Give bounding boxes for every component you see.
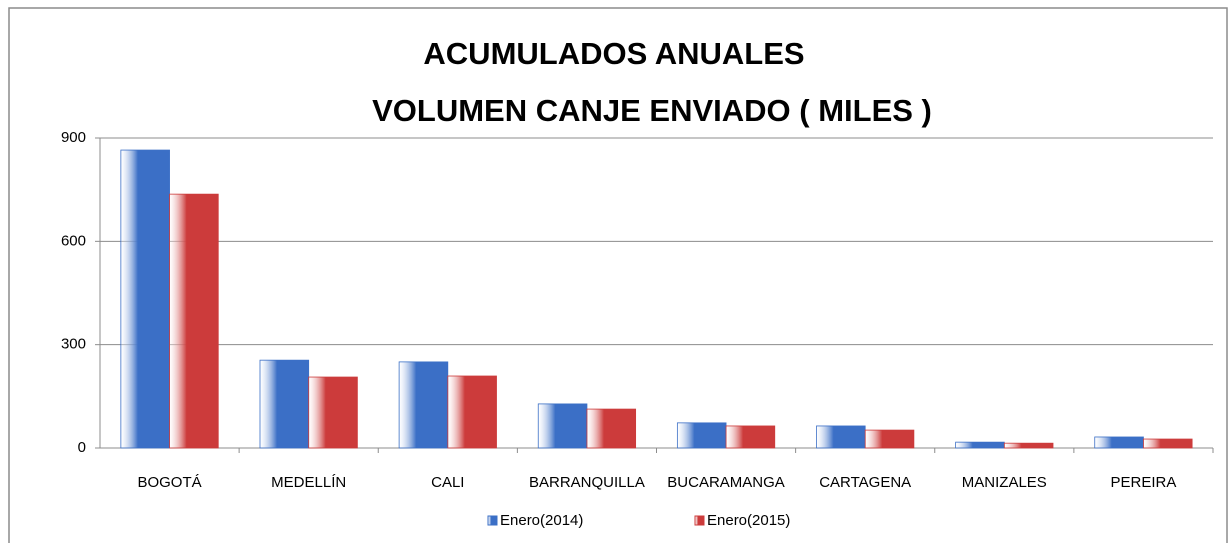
legend-swatch <box>694 515 705 526</box>
bar <box>1143 438 1193 449</box>
bar <box>120 149 170 449</box>
bar <box>1003 442 1054 449</box>
y-tick-label: 900 <box>61 129 86 146</box>
bar <box>259 359 310 449</box>
x-tick-label: MEDELLÍN <box>271 474 346 491</box>
y-tick-label: 300 <box>61 336 86 353</box>
x-tick-label: BARRANQUILLA <box>529 474 645 491</box>
legend-label: Enero(2014) <box>500 512 583 529</box>
bar <box>1094 436 1144 449</box>
x-tick-label: MANIZALES <box>962 474 1047 491</box>
x-tick-label: PEREIRA <box>1111 474 1177 491</box>
x-tick-label: CARTAGENA <box>819 474 911 491</box>
x-tick-label: BUCARAMANGA <box>667 474 785 491</box>
chart-subtitle: VOLUMEN CANJE ENVIADO ( MILES ) <box>372 93 932 128</box>
bar <box>447 375 497 449</box>
x-tick-label: BOGOTÁ <box>137 474 201 491</box>
bar <box>816 425 866 449</box>
legend-swatch <box>487 515 498 526</box>
y-tick-label: 600 <box>61 232 86 249</box>
bar <box>864 429 915 449</box>
bar <box>586 408 637 449</box>
x-tick-label: CALI <box>431 474 464 491</box>
y-tick-label: 0 <box>78 439 86 456</box>
bar <box>725 425 776 449</box>
bar <box>169 193 219 449</box>
bar <box>398 361 449 449</box>
chart-title: ACUMULADOS ANUALES <box>423 36 804 71</box>
bar <box>955 441 1005 449</box>
legend-label: Enero(2015) <box>707 512 790 529</box>
bar <box>537 403 588 449</box>
bar <box>676 422 727 449</box>
bar <box>308 376 358 449</box>
